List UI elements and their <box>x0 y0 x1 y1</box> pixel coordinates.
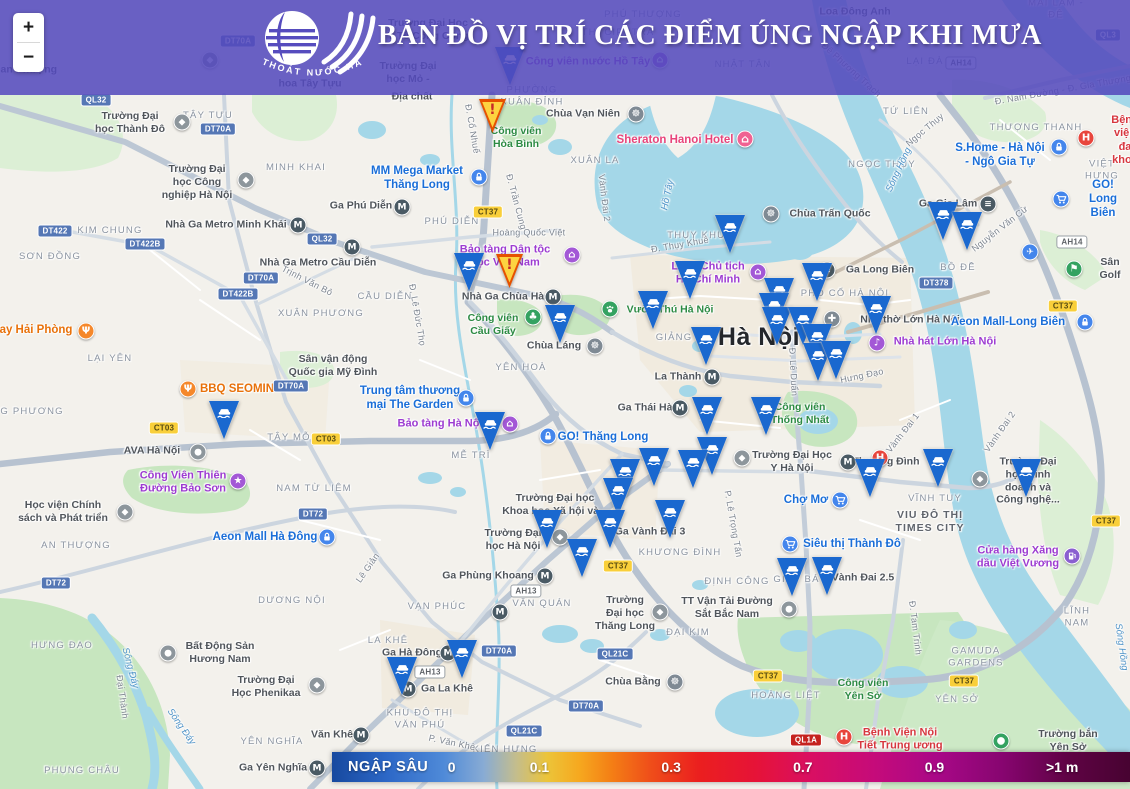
legend-tick: 0.7 <box>793 759 813 775</box>
flood-marker[interactable] <box>691 327 721 365</box>
flood-marker[interactable] <box>595 510 625 548</box>
page-title: BẢN ĐỒ VỊ TRÍ CÁC ĐIỂM ÚNG NGẬP KHI MƯA <box>378 20 1042 51</box>
legend-tick: 0.9 <box>924 759 945 775</box>
flood-marker[interactable] <box>812 557 842 595</box>
flood-marker[interactable] <box>675 261 705 299</box>
flood-marker[interactable] <box>603 478 633 516</box>
flood-marker[interactable] <box>209 401 239 439</box>
flood-marker[interactable] <box>638 291 668 329</box>
zoom-in-button[interactable]: + <box>13 13 44 42</box>
flood-marker[interactable] <box>532 510 562 548</box>
legend-title: NGẬP SÂU <box>348 759 429 775</box>
flood-marker[interactable] <box>387 657 417 695</box>
flood-marker[interactable] <box>639 448 669 486</box>
flood-marker[interactable] <box>1011 459 1041 497</box>
flood-marker[interactable] <box>447 640 477 678</box>
flood-marker[interactable] <box>861 296 891 334</box>
legend-tick: 0.1 <box>529 759 550 775</box>
flood-marker[interactable] <box>762 307 792 345</box>
warning-marker[interactable]: ! <box>496 254 523 288</box>
flood-marker[interactable] <box>692 397 722 435</box>
flood-marker[interactable] <box>751 397 781 435</box>
legend-tick: 0.3 <box>661 759 681 775</box>
flood-marker[interactable] <box>567 539 597 577</box>
zoom-out-button[interactable]: − <box>13 43 44 72</box>
zoom-controls: + − <box>13 13 44 72</box>
flood-marker[interactable] <box>952 212 982 250</box>
flood-depth-legend: NGẬP SÂU 0 0.1 0.3 0.7 0.9 >1 m <box>332 752 1130 782</box>
warning-marker[interactable]: ! <box>479 99 506 133</box>
legend-tick: 0 <box>447 759 456 775</box>
flood-marker[interactable] <box>454 253 484 291</box>
app-logo: THOÁT NƯỚC HÀ NỘI <box>252 0 376 78</box>
flood-marker[interactable] <box>821 341 851 379</box>
flood-marker[interactable] <box>475 412 505 450</box>
flood-marker[interactable] <box>545 305 575 343</box>
flood-marker[interactable] <box>777 558 807 596</box>
legend-tick: >1 m <box>1046 759 1079 775</box>
flood-marker[interactable] <box>715 215 745 253</box>
flood-marker[interactable] <box>655 500 685 538</box>
flood-marker[interactable] <box>928 202 958 240</box>
flood-marker[interactable] <box>855 459 885 497</box>
zoom-divider <box>17 42 40 43</box>
header-banner: THOÁT NƯỚC HÀ NỘI BẢN ĐỒ VỊ TRÍ CÁC ĐIỂM… <box>0 0 1130 95</box>
flood-marker[interactable] <box>802 263 832 301</box>
flood-marker[interactable] <box>923 449 953 487</box>
flood-marker[interactable] <box>678 450 708 488</box>
